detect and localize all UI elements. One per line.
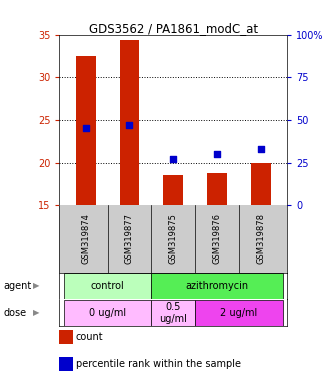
Text: GSM319876: GSM319876	[213, 214, 221, 264]
Text: 2 ug/ml: 2 ug/ml	[220, 308, 257, 318]
Bar	[207, 173, 227, 205]
Bar	[76, 56, 95, 205]
Bar	[64, 273, 151, 299]
Bar	[119, 40, 139, 205]
Text: percentile rank within the sample: percentile rank within the sample	[76, 359, 241, 369]
Text: azithromycin: azithromycin	[185, 281, 248, 291]
Bar	[251, 162, 271, 205]
Bar	[195, 300, 283, 326]
Text: GSM319878: GSM319878	[256, 214, 265, 264]
Text: 0.5
ug/ml: 0.5 ug/ml	[159, 302, 187, 324]
Text: GSM319874: GSM319874	[81, 214, 90, 264]
Text: GSM319875: GSM319875	[169, 214, 178, 264]
Point	[83, 125, 88, 131]
Title: GDS3562 / PA1861_modC_at: GDS3562 / PA1861_modC_at	[89, 22, 258, 35]
Point	[258, 146, 263, 152]
Point	[127, 122, 132, 128]
Bar	[151, 273, 283, 299]
Point	[171, 156, 176, 162]
Text: count: count	[76, 332, 104, 342]
Bar	[64, 300, 151, 326]
Text: dose: dose	[3, 308, 26, 318]
Bar	[163, 175, 183, 205]
Point	[214, 151, 220, 157]
Text: ▶: ▶	[33, 308, 40, 318]
Bar	[151, 300, 195, 326]
Text: control: control	[91, 281, 124, 291]
Text: GSM319877: GSM319877	[125, 214, 134, 264]
Text: ▶: ▶	[33, 281, 40, 290]
Text: 0 ug/ml: 0 ug/ml	[89, 308, 126, 318]
Text: agent: agent	[3, 281, 32, 291]
